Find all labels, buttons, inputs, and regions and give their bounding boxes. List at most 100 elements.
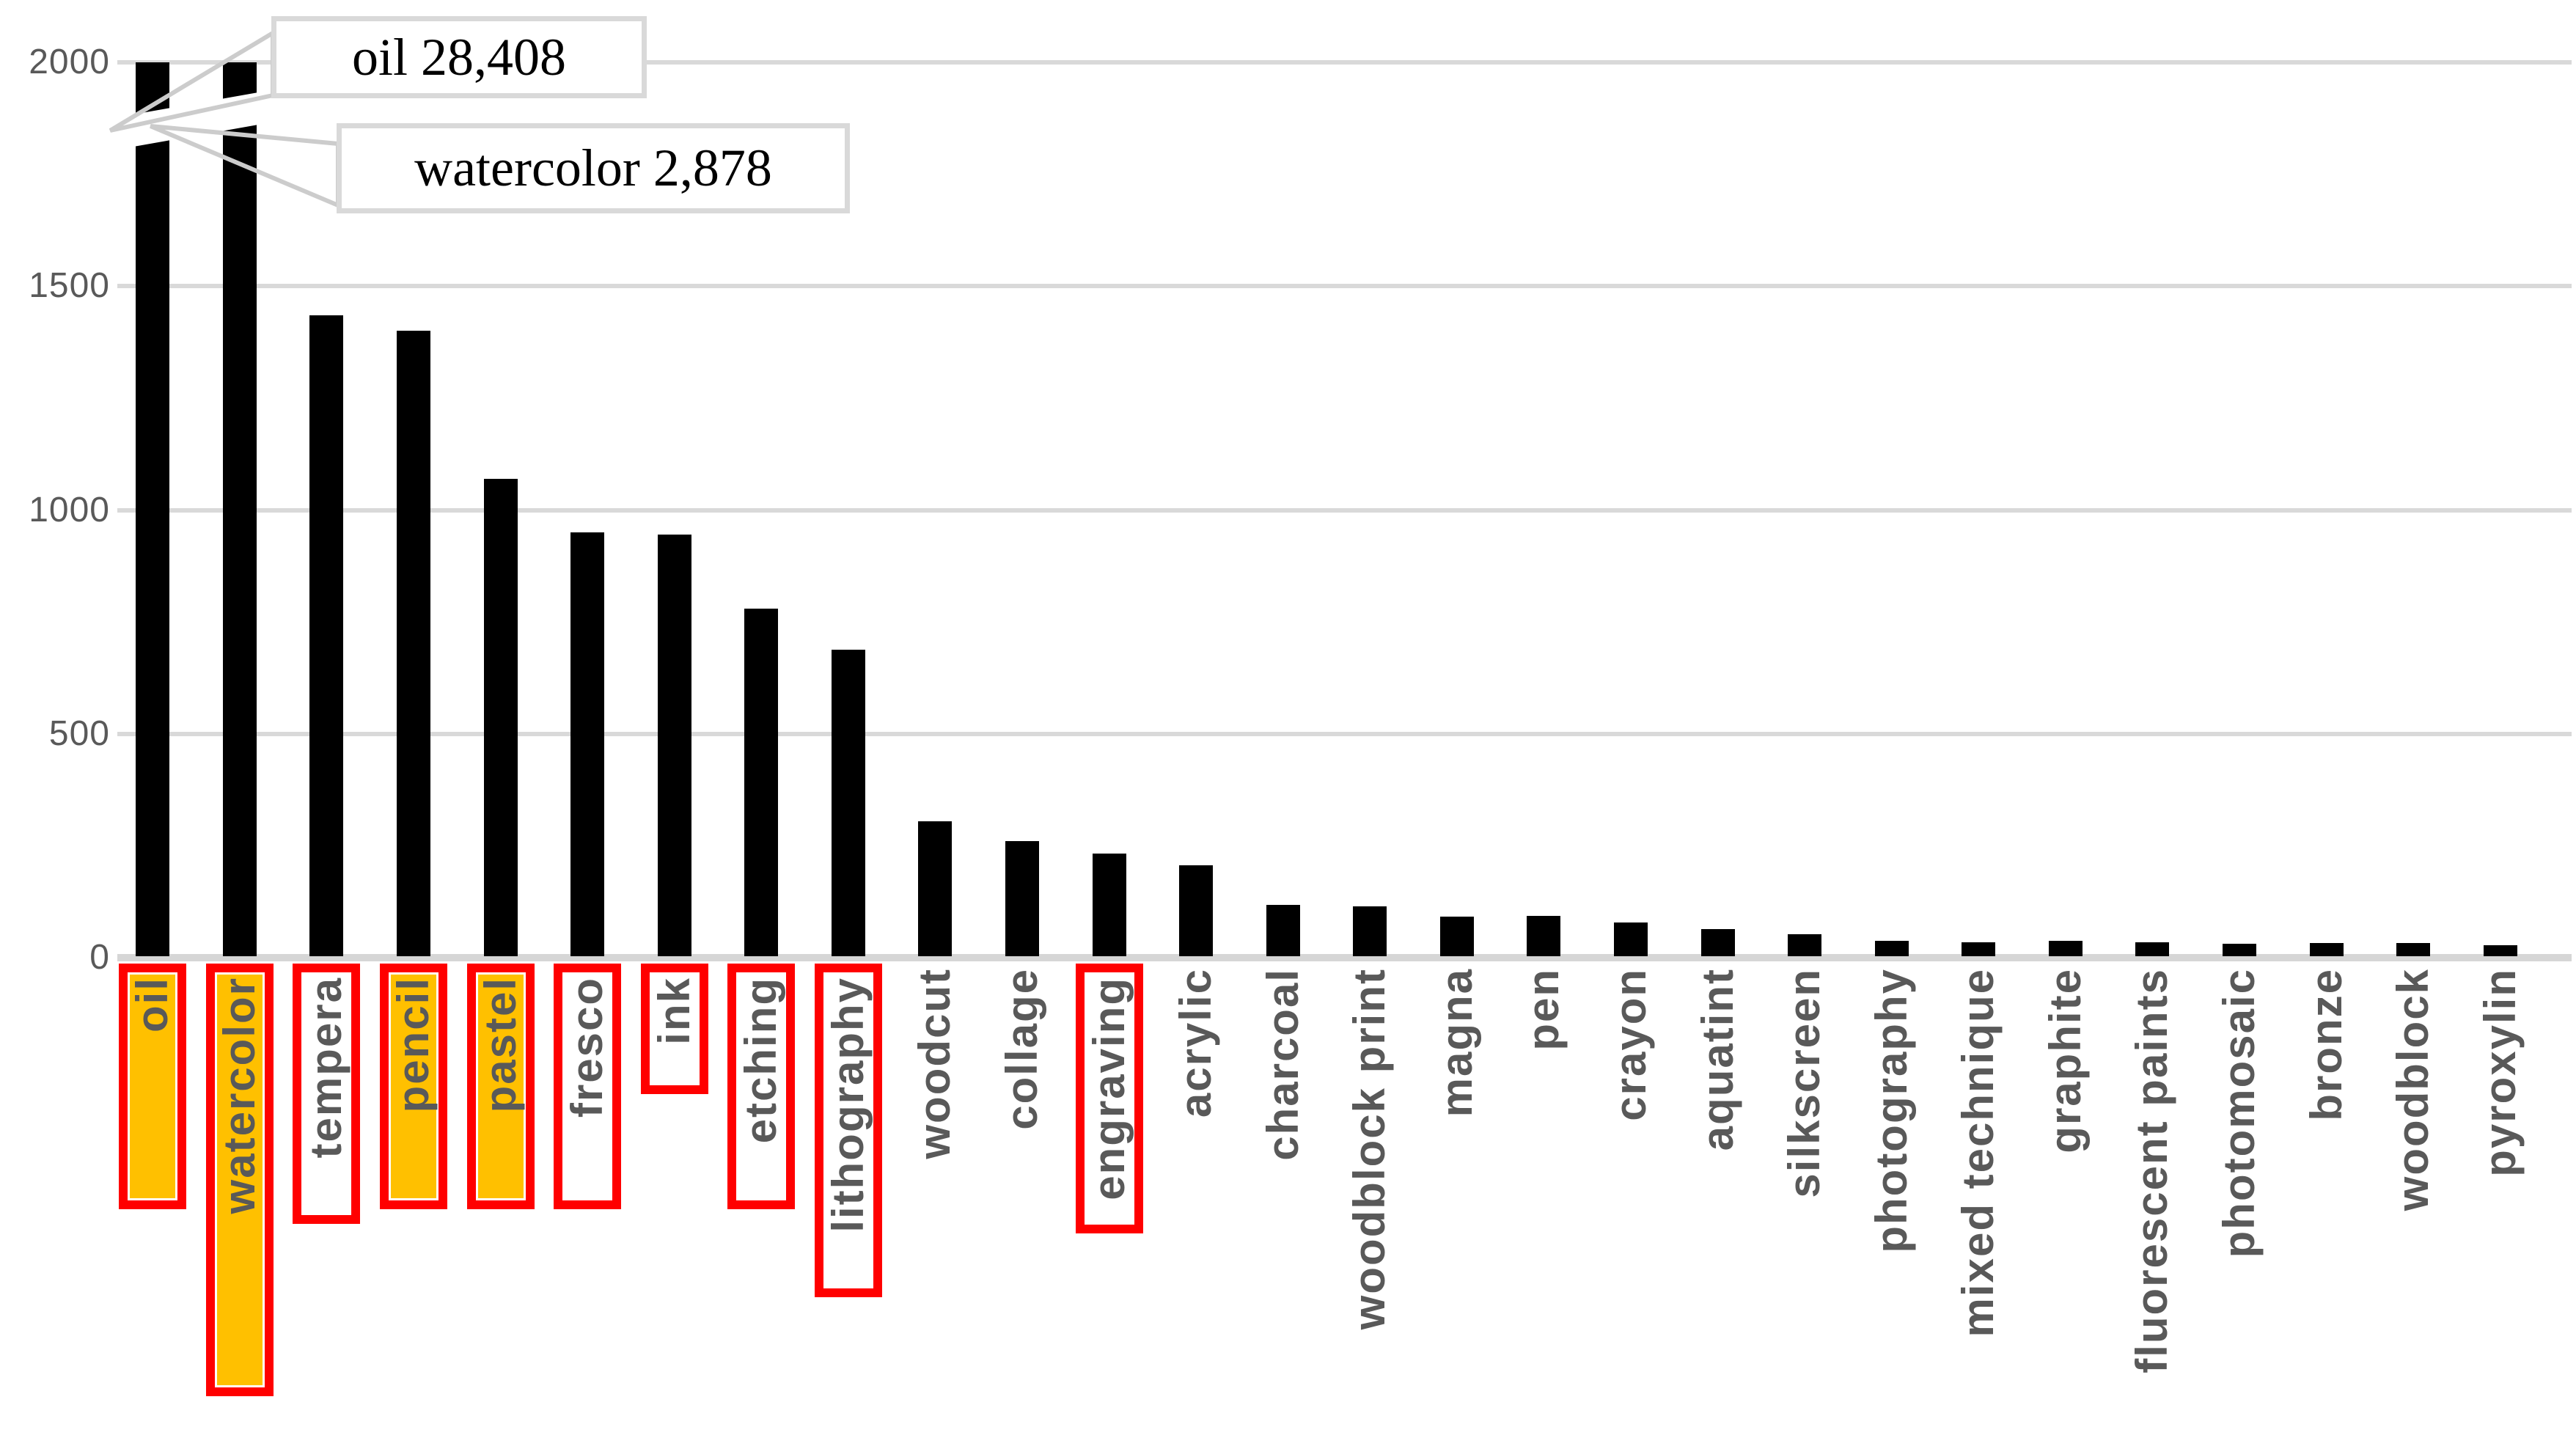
red-emphasis-box: pencil [379, 964, 447, 1209]
y-tick-label: 1500 [29, 266, 110, 306]
x-label-wrap: fluorescent paints [2118, 964, 2186, 1384]
bar-magna [1439, 917, 1474, 956]
x-label-wrap: charcoal [1250, 964, 1317, 1171]
x-label-text: woodblock [2388, 968, 2438, 1211]
bar-tempera [309, 315, 344, 956]
x-label-cell: ink [636, 964, 713, 1094]
x-label-text: graphite [2040, 968, 2090, 1153]
x-label-cell: crayon [1593, 964, 1669, 1131]
x-label-cell: watercolor [202, 964, 278, 1396]
bar-pencil [396, 331, 430, 956]
x-label-wrap: woodcut [901, 964, 969, 1170]
x-label-cell: woodcut [897, 964, 973, 1170]
x-label-cell: pastel [463, 964, 539, 1209]
x-label-text: fresco [562, 977, 612, 1118]
x-label-text: tempera [301, 977, 351, 1159]
x-label-text: engraving [1084, 977, 1134, 1200]
x-label-cell: fluorescent paints [2114, 964, 2190, 1384]
x-label-cell: fresco [549, 964, 625, 1209]
x-label-wrap: photomosaic [2206, 964, 2273, 1268]
x-label-wrap: woodblock print [1336, 964, 1403, 1340]
bar-mixed-technique [1962, 942, 1996, 956]
x-label-cell: collage [984, 964, 1060, 1140]
x-label-cell: tempera [288, 964, 364, 1224]
red-emphasis-box: watercolor [205, 964, 274, 1396]
red-emphasis-box: ink [640, 964, 708, 1094]
x-label-cell: photomosaic [2201, 964, 2278, 1268]
x-label-wrap: mixed technique [1945, 964, 2012, 1347]
red-emphasis-box: etching [727, 964, 796, 1209]
x-label-cell: photography [1854, 964, 1930, 1263]
x-label-text: lithography [823, 977, 873, 1233]
red-emphasis-box: engraving [1075, 964, 1143, 1233]
bar-crayon [1613, 922, 1648, 956]
x-label-cell: woodblock print [1332, 964, 1408, 1340]
x-label-text: photomosaic [2214, 968, 2264, 1258]
x-label-text: etching [736, 977, 786, 1144]
x-label-text: magna [1431, 968, 1481, 1118]
orange-highlight [390, 975, 436, 1198]
gridline [117, 507, 2572, 513]
y-tick-label: 1000 [29, 490, 110, 529]
bar-lithography [831, 650, 865, 956]
x-label-cell: lithography [810, 964, 887, 1297]
x-label-wrap: crayon [1597, 964, 1665, 1131]
y-tick-label: 500 [48, 714, 110, 753]
x-label-text: ink [649, 977, 699, 1045]
x-label-text: pyroxylin [2475, 968, 2525, 1177]
gridline [117, 60, 2572, 65]
x-label-cell: pyroxylin [2462, 964, 2539, 1187]
oil-value-callout: oil 28,408 [271, 16, 647, 98]
x-label-text: pen [1519, 968, 1568, 1051]
x-label-wrap: silkscreen [1771, 964, 1838, 1208]
red-emphasis-box: pastel [466, 964, 535, 1209]
bar-graphite [2048, 941, 2083, 956]
x-label-text: crayon [1605, 968, 1655, 1121]
x-label-text: bronze [2301, 968, 2351, 1121]
x-label-cell: woodblock [2375, 964, 2451, 1221]
orange-highlight [130, 975, 176, 1198]
x-label-cell: graphite [2028, 964, 2104, 1164]
bar-woodcut [918, 821, 953, 956]
x-label-wrap: woodblock [2379, 964, 2447, 1221]
x-label-text: mixed technique [1953, 968, 2003, 1338]
bar-watercolor [222, 62, 257, 956]
bar-bronze [2309, 943, 2344, 956]
red-emphasis-box: tempera [293, 964, 361, 1224]
x-label-cell: pen [1505, 964, 1582, 1061]
x-label-wrap: pyroxylin [2467, 964, 2534, 1187]
bar-woodblock-print [1353, 906, 1387, 956]
bar-ink [657, 535, 691, 956]
bar-collage [1005, 841, 1039, 956]
bar-silkscreen [1788, 934, 1822, 956]
x-label-cell: mixed technique [1940, 964, 2017, 1347]
x-label-cell: aquatint [1680, 964, 1756, 1161]
orange-highlight [477, 975, 524, 1198]
x-label-cell: oil [114, 964, 191, 1209]
x-label-text: oil [128, 977, 177, 1032]
bar-pyroxylin [2483, 945, 2517, 956]
x-label-cell: etching [723, 964, 799, 1209]
bar-etching [744, 609, 779, 956]
x-label-wrap: magna [1423, 964, 1491, 1127]
x-label-text: silkscreen [1780, 968, 1830, 1198]
x-label-wrap: bronze [2293, 964, 2360, 1131]
x-label-wrap: acrylic [1162, 964, 1230, 1128]
bar-photomosaic [2222, 944, 2256, 956]
bar-engraving [1092, 854, 1126, 956]
x-label-text: fluorescent paints [2127, 968, 2177, 1373]
x-label-cell: magna [1419, 964, 1495, 1127]
x-label-cell: charcoal [1245, 964, 1321, 1171]
x-label-text: woodblock print [1345, 968, 1395, 1330]
y-tick-label: 0 [89, 938, 110, 977]
x-label-text: acrylic [1171, 968, 1221, 1118]
x-label-cell: pencil [375, 964, 452, 1209]
x-label-text: aquatint [1692, 968, 1742, 1151]
x-label-text: charcoal [1258, 968, 1307, 1161]
x-label-text: woodcut [910, 968, 960, 1159]
x-label-text: collage [997, 968, 1046, 1130]
x-label-wrap: pen [1510, 964, 1577, 1061]
x-label-text: pencil [388, 977, 438, 1113]
red-emphasis-box: lithography [814, 964, 882, 1297]
